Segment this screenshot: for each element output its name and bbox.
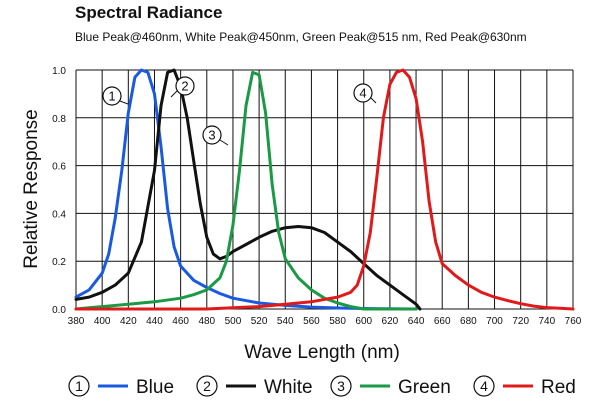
gridlines	[75, 69, 574, 310]
x-tick-label: 620	[382, 316, 399, 327]
legend-marker-circle	[196, 375, 218, 397]
x-tick-label: 460	[172, 316, 189, 327]
x-tick-label: 500	[225, 316, 242, 327]
y-tick-label: 0.0	[52, 305, 66, 316]
legend-label: Red	[541, 377, 576, 398]
y-tick-label: 0.6	[52, 162, 66, 173]
x-tick-label: 700	[486, 316, 503, 327]
chart-title: Spectral Radiance	[75, 3, 222, 22]
x-tick-label: 440	[146, 316, 163, 327]
series-lines	[74, 68, 575, 311]
callout-red: 4	[353, 83, 377, 104]
y-tick-label: 0.4	[52, 209, 66, 220]
legend-label: White	[264, 377, 313, 398]
x-tick-label: 760	[565, 316, 582, 327]
x-tick-label: 420	[120, 316, 137, 327]
callout-green: 3	[202, 125, 229, 146]
callout-number: 4	[359, 86, 366, 101]
series-line-red	[74, 68, 575, 311]
x-tick-label: 560	[303, 316, 320, 327]
callout-number: 1	[108, 89, 115, 104]
x-tick-label: 740	[538, 316, 555, 327]
x-tick-label: 580	[329, 316, 346, 327]
x-tick-label: 380	[68, 316, 85, 327]
legend-item-red: 4 Red	[473, 375, 576, 398]
x-tick-label: 720	[512, 316, 529, 327]
y-tick-label: 1.0	[52, 66, 66, 77]
legend: 1 Blue 2 White 3 Green 4 Red	[68, 375, 576, 398]
callout-blue: 1	[102, 86, 129, 106]
chart-subtitle: Blue Peak@460nm, White Peak@450nm, Green…	[75, 30, 527, 44]
y-tick-label: 0.2	[52, 257, 66, 268]
legend-label: Blue	[136, 377, 174, 398]
x-tick-label: 600	[355, 316, 372, 327]
legend-marker-circle	[68, 375, 90, 397]
series-line-white	[74, 68, 422, 311]
tick-labels: 380 400 420 440 460 480 500 520 540 560 580 600 620 6…	[52, 66, 582, 327]
x-tick-label: 680	[460, 316, 477, 327]
y-tick-label: 0.8	[52, 114, 66, 125]
x-tick-label: 520	[251, 316, 268, 327]
y-axis-label: Relative Response	[21, 109, 42, 268]
x-tick-label: 540	[277, 316, 294, 327]
legend-marker-number: 3	[337, 378, 345, 394]
legend-item-white: 2 White	[196, 375, 313, 398]
legend-marker-number: 4	[480, 378, 488, 394]
x-tick-label: 400	[94, 316, 111, 327]
legend-item-green: 3 Green	[330, 375, 451, 398]
series-line-green	[74, 70, 418, 311]
x-tick-label: 640	[408, 316, 425, 327]
legend-marker-circle	[330, 375, 352, 397]
legend-label: Green	[398, 377, 451, 398]
callout-number: 2	[181, 79, 188, 94]
x-tick-label: 480	[198, 316, 215, 327]
series-callouts: 1 2 3 4	[102, 76, 377, 146]
legend-item-blue: 1 Blue	[68, 375, 174, 398]
x-axis-label: Wave Length (nm)	[244, 342, 400, 363]
legend-marker-circle	[473, 375, 495, 397]
callout-number: 3	[208, 128, 215, 143]
legend-marker-number: 1	[75, 378, 83, 394]
legend-marker-number: 2	[203, 378, 211, 394]
callout-white: 2	[170, 76, 195, 98]
x-tick-label: 660	[434, 316, 451, 327]
series-line-blue	[74, 68, 418, 311]
